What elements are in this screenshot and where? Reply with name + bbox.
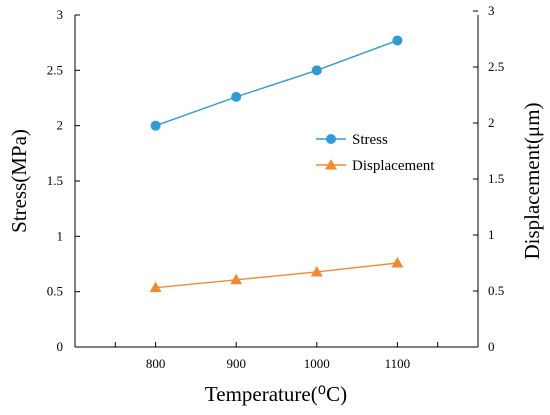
y-tick-label: 1 xyxy=(57,228,64,243)
y2-tick-label: 0 xyxy=(488,339,495,354)
series-line-displacement xyxy=(155,262,398,289)
series-line-stress xyxy=(155,39,398,127)
x-tick-label: 1000 xyxy=(304,356,330,371)
series-displacement xyxy=(149,257,404,293)
y2-tick-label: 2 xyxy=(488,115,495,130)
data-point-stress xyxy=(311,65,322,76)
y-tick-label: 1.5 xyxy=(47,173,63,188)
y-tick-label: 2.5 xyxy=(47,62,63,77)
x-ticks: 800 900 1000 1100 xyxy=(114,342,439,371)
legend-items: Stress Displacement xyxy=(316,132,435,174)
legend: Stress Displacement xyxy=(310,126,448,182)
data-point-displacement xyxy=(391,257,404,268)
legend-label-stress: Stress xyxy=(352,132,388,148)
y2-tick-label: 1 xyxy=(488,227,495,242)
series-stress xyxy=(150,35,403,131)
data-point-displacement xyxy=(230,273,243,285)
y2-ticks: 0 0.5 1 1.5 2 2.5 3 xyxy=(473,3,504,354)
data-point-stress xyxy=(392,35,403,46)
y2-tick-label: 0.5 xyxy=(488,283,504,298)
x-tick-label: 800 xyxy=(146,356,166,371)
data-point-stress xyxy=(150,120,161,131)
series-layer xyxy=(149,35,404,293)
y2-tick-label: 3 xyxy=(488,3,495,18)
y-tick-label: 0 xyxy=(57,339,64,354)
x-tick-label: 900 xyxy=(226,356,246,371)
data-point-displacement xyxy=(149,281,162,293)
y2-axis-title: Displacement(μm) xyxy=(520,102,544,259)
legend-label-displacement: Displacement xyxy=(352,158,435,174)
y-tick-label: 2 xyxy=(57,118,64,133)
y2-tick-label: 2.5 xyxy=(488,59,504,74)
x-axis-title: Temperature(⁰C) xyxy=(205,382,347,406)
y-tick-label: 0.5 xyxy=(47,284,63,299)
y2-tick-label: 1.5 xyxy=(488,171,504,186)
legend-marker-displacement xyxy=(325,159,337,170)
y-axis-title: Stress(MPa) xyxy=(7,129,31,233)
x-tick-label: 1100 xyxy=(385,356,411,371)
legend-marker-stress xyxy=(326,134,336,144)
data-point-stress xyxy=(231,91,242,102)
y-tick-label: 3 xyxy=(57,7,64,22)
data-point-displacement xyxy=(310,265,323,277)
y-ticks: 0 0.5 1 1.5 2 2.5 3 xyxy=(47,7,80,354)
